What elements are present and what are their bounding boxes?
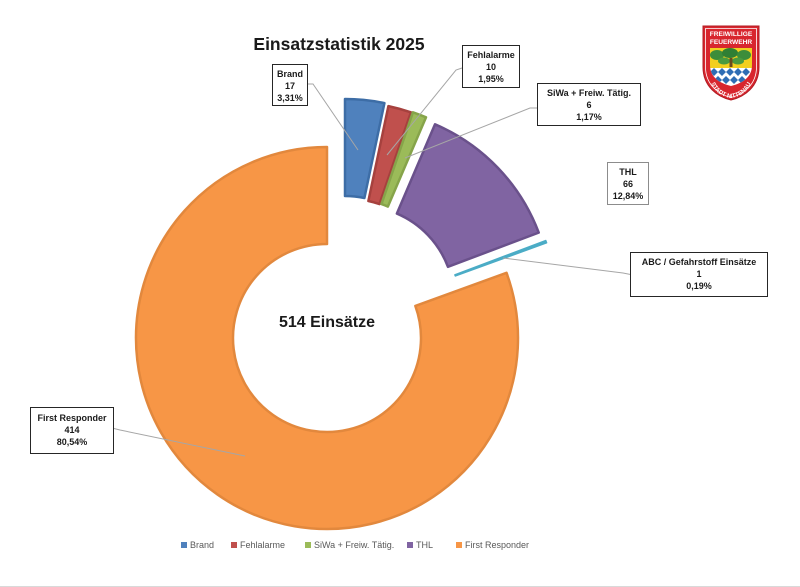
data-label-percent: 0,19% — [686, 281, 712, 291]
data-label-value: 1 — [696, 269, 702, 279]
doughnut-slice-brand — [343, 97, 386, 200]
data-label-value: 17 — [284, 81, 295, 91]
data-label-category: Brand — [276, 69, 303, 79]
data-label-category: First Responder — [37, 413, 107, 423]
legend-label: THL — [416, 540, 434, 550]
center-total-label: 514 Einsätze — [278, 314, 376, 331]
data-label-category: Fehlalarme — [467, 50, 515, 60]
doughnut-slice-abc-gefahrstoff-eins-tze — [454, 239, 548, 277]
doughnut-slice-fehlalarme — [367, 104, 413, 206]
legend-swatch — [181, 542, 187, 548]
leader-line-brand — [307, 83, 359, 151]
data-label-percent: 1,17% — [576, 112, 602, 122]
data-label-value: 6 — [586, 100, 592, 110]
data-label-abc-gefahrstoff: ABC / Gefahrstoff Einsätze 1 0,19% — [630, 252, 768, 297]
legend-item-brand: Brand — [181, 539, 214, 551]
data-label-category: ABC / Gefahrstoff Einsätze — [641, 257, 757, 267]
legend-swatch — [456, 542, 462, 548]
fire-brigade-logo: FREIWILLIGE FEUERWEHR STADT NITTENAU — [702, 25, 760, 101]
legend-item-first-responder: First Responder — [456, 539, 529, 551]
leader-line-abc — [502, 257, 634, 276]
legend-label: First Responder — [465, 540, 530, 550]
legend-label: SiWa + Freiw. Tätig. — [314, 540, 395, 550]
legend-swatch — [407, 542, 413, 548]
logo-text-line2: FEUERWEHR — [710, 39, 753, 46]
leader-line-fehlalarme — [386, 67, 463, 156]
data-label-first-responder: First Responder 414 80,54% — [30, 407, 114, 454]
data-label-value: 66 — [622, 179, 633, 189]
doughnut-slice-siwa-freiw-t-tig — [380, 111, 428, 208]
data-label-fehlalarme: Fehlalarme 10 1,95% — [462, 45, 520, 88]
data-label-value: 414 — [64, 425, 80, 435]
legend-item-thl: THL — [407, 539, 433, 551]
doughnut-slice-first-responder — [134, 145, 520, 531]
data-label-percent: 3,31% — [277, 93, 303, 103]
legend-item-siwa: SiWa + Freiw. Tätig. — [305, 539, 394, 551]
logo-text-line1: FREIWILLIGE — [710, 31, 753, 38]
data-label-brand: Brand 17 3,31% — [272, 64, 308, 106]
data-label-siwa: SiWa + Freiw. Tätig. 6 1,17% — [537, 83, 641, 126]
leader-line-siwa — [404, 107, 537, 159]
legend-label: Fehlalarme — [240, 540, 286, 550]
data-label-percent: 12,84% — [612, 191, 644, 201]
doughnut-slices — [134, 97, 548, 531]
data-label-percent: 80,54% — [56, 437, 88, 447]
data-label-thl: THL 66 12,84% — [607, 162, 649, 205]
data-label-value: 10 — [485, 62, 496, 72]
data-label-category: SiWa + Freiw. Tätig. — [546, 88, 632, 98]
data-label-percent: 1,95% — [478, 74, 504, 84]
legend-label: Brand — [190, 540, 215, 550]
chart-title: Einsatzstatistik 2025 — [253, 34, 425, 54]
doughnut-slice-thl — [395, 123, 540, 269]
leader-lines — [111, 67, 634, 457]
leader-line-first-responder — [111, 427, 246, 457]
data-label-category: THL — [619, 167, 637, 177]
legend-swatch — [305, 542, 311, 548]
legend-swatch — [231, 542, 237, 548]
legend-item-fehlalarme: Fehlalarme — [231, 539, 285, 551]
